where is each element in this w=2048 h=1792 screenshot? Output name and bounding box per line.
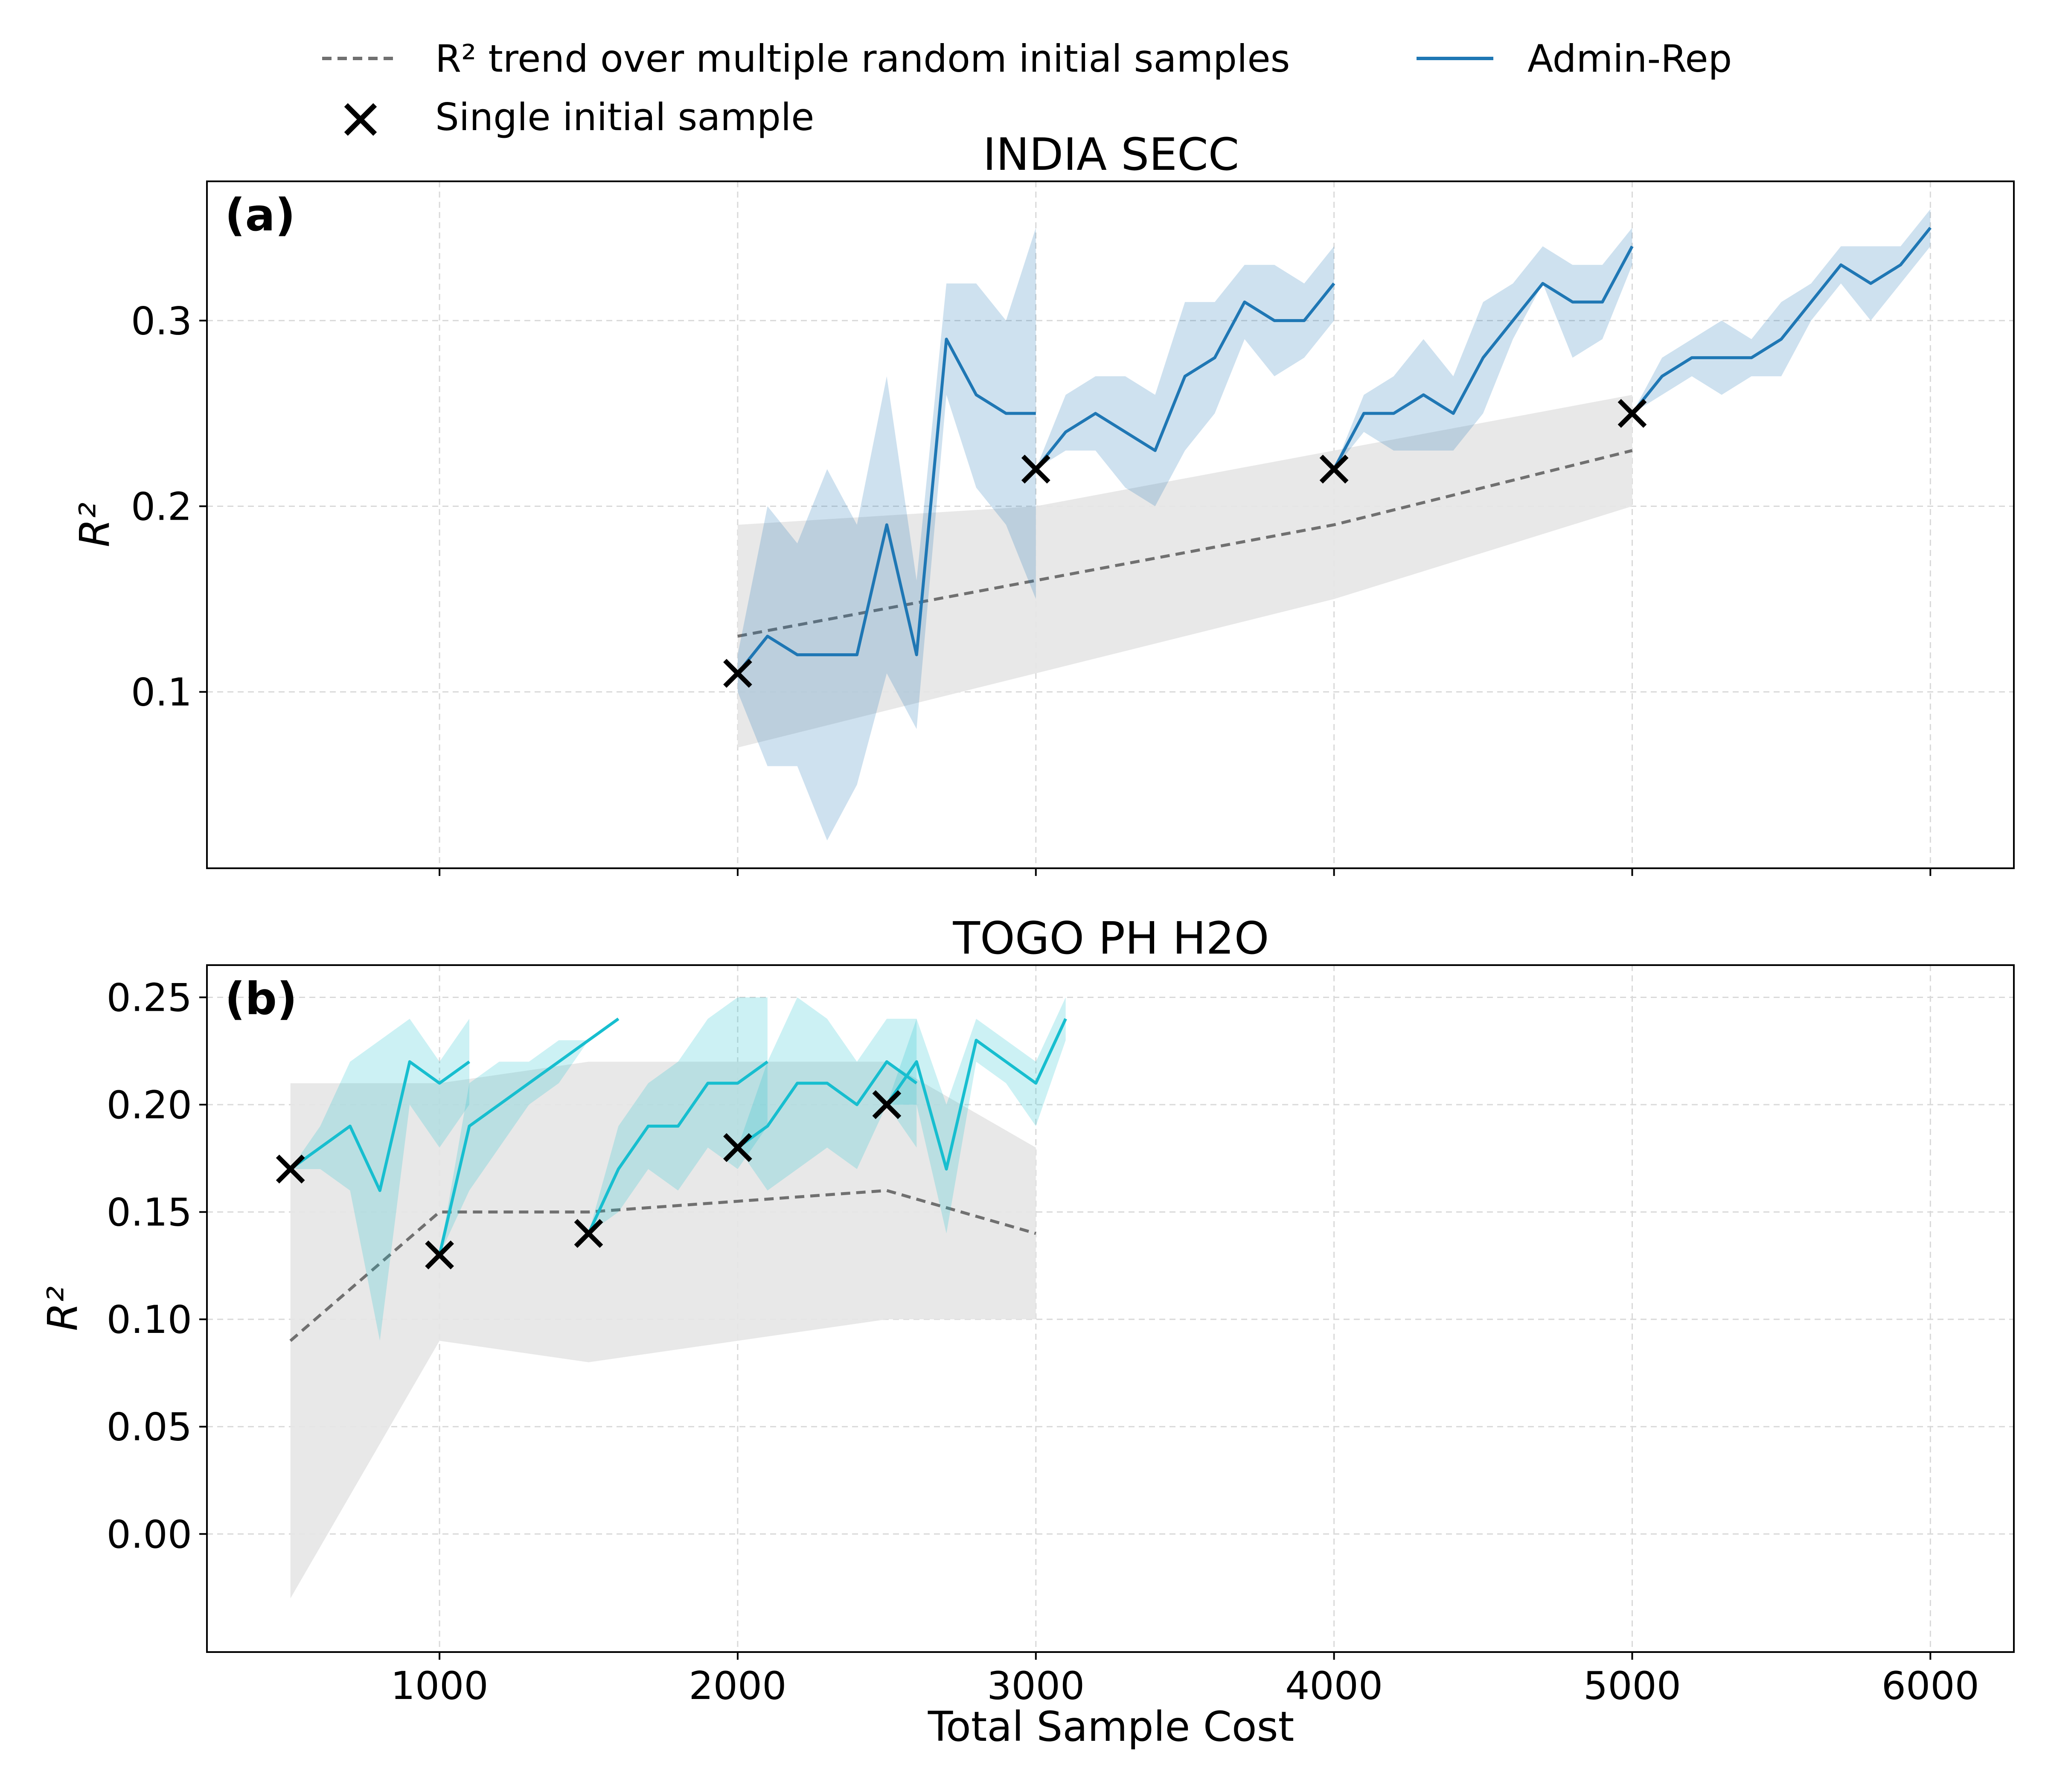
panel-a-method-band-4 [1632, 209, 1931, 413]
legend-method-label: Admin-Rep [1527, 37, 1732, 81]
panel-b-frame [206, 964, 2015, 1653]
panel-a-y-tick-label: 0.3 [131, 299, 192, 343]
panel-b-x-tick-label: 1000 [391, 1664, 489, 1708]
panel-a-initial-sample-marker [1617, 399, 1647, 428]
panel-b-initial-sample-marker [723, 1133, 752, 1162]
panel-b-method-band-2 [439, 1018, 619, 1255]
panel-b-method-line-2 [438, 1017, 620, 1256]
panel-b-method-band-4 [737, 997, 917, 1191]
panel-a-method-line-1 [736, 337, 1036, 675]
panel-a-y-tick-label: 0.1 [131, 670, 192, 715]
panel-b-y-tick-label: 0.00 [107, 1512, 192, 1557]
panel-b-y-tick-label: 0.25 [107, 975, 192, 1020]
panel-b-x-tick-label: 3000 [987, 1664, 1085, 1708]
panel-b-y-tick-label: 0.15 [107, 1190, 192, 1235]
panel-a-method-band-3 [1334, 227, 1632, 469]
legend-trend-label: R² trend over multiple random initial sa… [435, 37, 1290, 81]
panel-a-method-line-4 [1631, 227, 1932, 415]
legend-sample-label: Single initial sample [435, 95, 814, 139]
panel-b-initial-sample-marker [425, 1240, 454, 1270]
legend: R² trend over multiple random initial sa… [322, 37, 1732, 139]
panel-b-method-line-3 [587, 1060, 768, 1234]
panel-a-tag: (a) [225, 189, 295, 241]
panel-b-initial-sample-marker [276, 1155, 305, 1184]
panel-b-y-tick-label: 0.20 [107, 1083, 192, 1128]
panel-b-method-line-1 [289, 1060, 471, 1192]
panel-b: TOGO PH H2O (b) R² [39, 912, 2015, 1653]
panel-b-method-line-4 [736, 1060, 918, 1149]
panel-b-y-tick-label: 0.05 [107, 1405, 192, 1450]
panel-a-title: INDIA SECC [983, 128, 1239, 180]
panel-b-initial-sample-marker [574, 1219, 603, 1248]
panel-b-method-line-5 [885, 1018, 1067, 1171]
panel-a-trend-line [737, 449, 1633, 638]
panel-b-method-band-1 [290, 1018, 469, 1341]
panel-a-ylabel: R² [71, 502, 119, 547]
panel-a-initial-sample-marker [1021, 454, 1050, 484]
panel-a-method-line-3 [1332, 245, 1634, 470]
panel-b-trend-band [290, 1062, 1036, 1599]
panel-a-trend-band [737, 395, 1632, 748]
panel-b-title: TOGO PH H2O [952, 912, 1269, 964]
panel-a-initial-sample-marker [1319, 454, 1349, 484]
panel-a-plot-area [207, 181, 2014, 868]
panel-b-method-band-5 [887, 997, 1066, 1233]
panel-b-initial-sample-marker [872, 1090, 902, 1119]
panel-b-trend-line [289, 1189, 1036, 1342]
panel-b-x-tick-label: 2000 [689, 1664, 786, 1708]
panel-a-method-line-2 [1035, 282, 1335, 470]
panel-b-x-tick-label: 4000 [1285, 1664, 1383, 1708]
panel-a: INDIA SECC (a) R² [71, 128, 2015, 869]
panel-b-tag: (b) [225, 973, 297, 1025]
panel-b-x-tick-label: 6000 [1882, 1664, 1979, 1708]
panel-a-y-tick-label: 0.2 [131, 484, 192, 529]
panel-a-method-band-1 [737, 227, 1036, 841]
panel-b-method-band-3 [588, 997, 768, 1233]
panel-a-frame [206, 180, 2015, 869]
panel-b-plot-area [207, 965, 2014, 1652]
panel-b-x-tick-label: 5000 [1583, 1664, 1681, 1708]
panel-b-ylabel: R² [39, 1286, 87, 1331]
legend-sample-marker [344, 103, 377, 136]
x-axis-label: Total Sample Cost [928, 1703, 1295, 1751]
panel-b-y-tick-label: 0.10 [107, 1297, 192, 1342]
panel-a-initial-sample-marker [723, 659, 752, 688]
